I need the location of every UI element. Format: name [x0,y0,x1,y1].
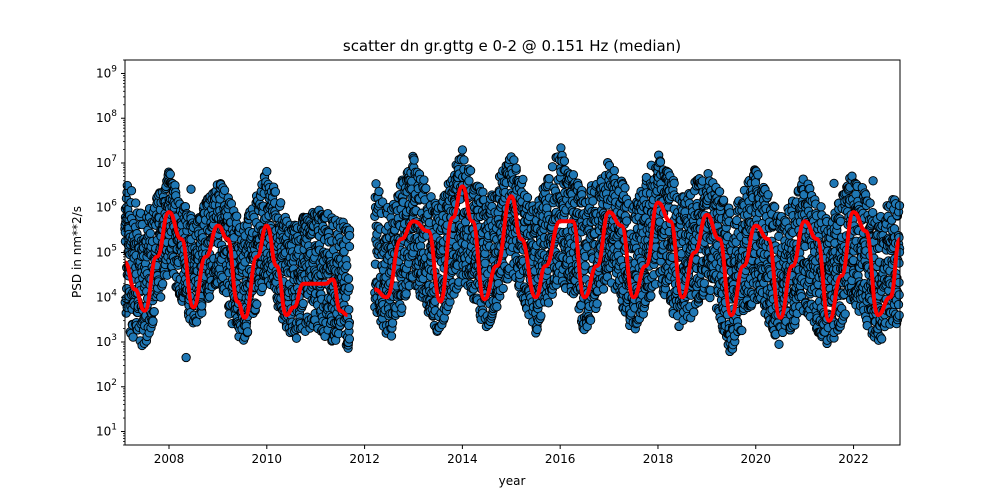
scatter-point [568,170,579,180]
scatter-point [145,228,156,239]
scatter-point [342,261,352,271]
scatter-point [219,185,230,195]
scatter-point [609,166,619,176]
scatter-point [509,155,519,165]
scatter-point [298,298,308,309]
scatter-point [156,292,166,302]
scatter-point [459,155,469,165]
scatter-point [703,168,713,179]
scatter-point [556,143,566,153]
scatter-point [655,157,666,167]
scatter-point [409,155,419,165]
scatter-point [197,301,207,311]
scatter-point [232,211,242,221]
scatter-point [585,315,596,325]
scatter-point [518,174,528,185]
scatter-point [419,175,429,185]
scatter-point [522,192,533,203]
scatter-point [242,327,253,337]
scatter-point [543,298,554,308]
scatter-point [714,186,725,197]
scatter-point [276,198,286,208]
scatter-point [737,325,747,336]
scatter-point [291,333,302,343]
scatter-point [262,166,272,177]
scatter-point [397,303,407,313]
scatter-point [532,324,542,335]
scatter-point [646,291,656,301]
scatter-point [371,179,381,189]
scatter-point [131,198,141,208]
scatter-point [343,274,354,284]
scatter-point [763,190,773,200]
scatter-point [478,187,488,197]
scatter-point [204,292,215,302]
scatter-point [598,284,609,294]
scatter-point [401,289,411,299]
scatter-point [344,320,354,331]
scatter-point [725,208,735,218]
scatter-point [770,202,780,212]
scatter-point [774,339,784,349]
scatter-point [718,195,729,205]
scatter-point [840,309,850,319]
scatter-point [865,198,875,208]
scatter-point [128,332,138,342]
scatter-point [753,170,763,180]
scatter-point [191,317,202,327]
scatter-point [149,307,159,317]
scatter-point [344,334,355,344]
scatter-point [816,202,826,212]
scatter-point [344,282,354,293]
scatter-point [544,174,554,184]
scatter-point [426,192,436,202]
scatter-point [374,186,384,197]
scatter-point [270,187,281,197]
scatter-point [421,183,431,194]
scatter-point [689,307,699,317]
scatter-point [252,299,262,309]
scatter-point [669,178,679,188]
scatter-point [511,163,521,173]
scatter-point [559,156,570,166]
scatter-point [620,183,630,193]
scatter-point [457,145,468,155]
scatter-point [592,299,602,309]
scatter-point [344,304,354,315]
scatter-point [492,302,502,312]
scatter-point [622,216,632,226]
scatter-point [344,230,355,241]
scatter-point [158,279,168,289]
scatter-point [344,241,355,252]
scatter-point [387,318,398,328]
scatter-point [498,283,508,294]
scatter-point [386,331,397,341]
scatter-point [547,162,558,172]
scatter-point [148,316,158,326]
scatter-point [877,334,887,344]
scatter-point [126,186,137,196]
scatter-point [165,169,175,179]
scatter-point [257,282,268,293]
scatter-point [465,165,476,176]
scatter-point [536,311,546,321]
scatter-point [464,176,474,186]
